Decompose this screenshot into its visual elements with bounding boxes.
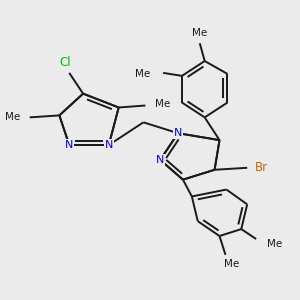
Text: N: N bbox=[65, 140, 74, 150]
Text: Me: Me bbox=[135, 69, 150, 79]
Text: Br: Br bbox=[254, 161, 268, 174]
Text: Me: Me bbox=[267, 239, 282, 249]
Text: N: N bbox=[174, 128, 182, 138]
Text: N: N bbox=[105, 140, 113, 150]
Text: Cl: Cl bbox=[59, 56, 71, 68]
Text: N: N bbox=[156, 155, 164, 165]
Text: Me: Me bbox=[4, 112, 20, 122]
Text: Me: Me bbox=[155, 98, 170, 109]
Text: Me: Me bbox=[192, 28, 207, 38]
Text: Me: Me bbox=[224, 259, 239, 269]
